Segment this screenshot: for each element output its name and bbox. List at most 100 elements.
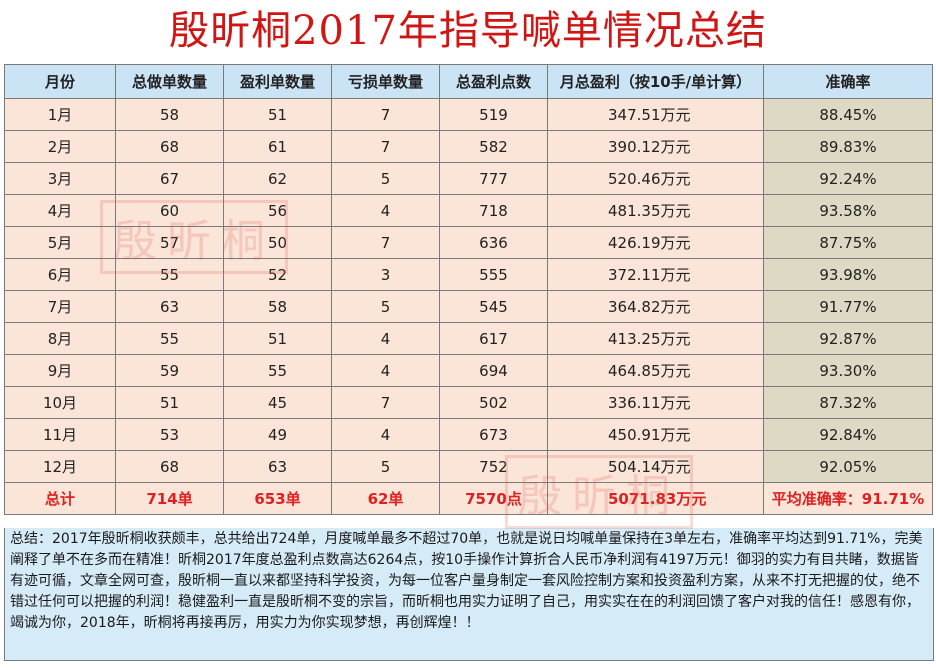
cell-total-points: 617 bbox=[439, 322, 548, 355]
header-profit-orders: 盈利单数量 bbox=[223, 64, 332, 99]
cell-accuracy: 87.32% bbox=[763, 386, 933, 419]
total-profit-orders: 653单 bbox=[223, 482, 332, 515]
cell-month: 12月 bbox=[4, 450, 116, 483]
table-row: 2月 68 61 7 582 390.12万元 89.83% bbox=[4, 130, 933, 163]
cell-monthly-profit: 364.82万元 bbox=[547, 290, 764, 323]
table-row: 3月 67 62 5 777 520.46万元 92.24% bbox=[4, 162, 933, 195]
cell-total-points: 582 bbox=[439, 130, 548, 163]
cell-monthly-profit: 450.91万元 bbox=[547, 418, 764, 451]
table-header-row: 月份 总做单数量 盈利单数量 亏损单数量 总盈利点数 月总盈利（按10手/单计算… bbox=[4, 64, 933, 99]
cell-monthly-profit: 504.14万元 bbox=[547, 450, 764, 483]
cell-loss-orders: 4 bbox=[331, 322, 440, 355]
cell-total-points: 673 bbox=[439, 418, 548, 451]
cell-total-points: 636 bbox=[439, 226, 548, 259]
cell-profit-orders: 63 bbox=[223, 450, 332, 483]
summary-text: 总结：2017年殷昕桐收获颇丰，总共给出724单，月度喊单最多不超过70单，也就… bbox=[4, 528, 934, 661]
cell-monthly-profit: 336.11万元 bbox=[547, 386, 764, 419]
cell-total-points: 777 bbox=[439, 162, 548, 195]
cell-month: 7月 bbox=[4, 290, 116, 323]
table-row: 8月 55 51 4 617 413.25万元 92.87% bbox=[4, 322, 933, 355]
cell-monthly-profit: 426.19万元 bbox=[547, 226, 764, 259]
cell-month: 3月 bbox=[4, 162, 116, 195]
cell-profit-orders: 55 bbox=[223, 354, 332, 387]
table-row: 10月 51 45 7 502 336.11万元 87.32% bbox=[4, 386, 933, 419]
cell-total-points: 555 bbox=[439, 258, 548, 291]
cell-loss-orders: 5 bbox=[331, 450, 440, 483]
cell-month: 10月 bbox=[4, 386, 116, 419]
cell-accuracy: 92.87% bbox=[763, 322, 933, 355]
summary-table: 月份 总做单数量 盈利单数量 亏损单数量 总盈利点数 月总盈利（按10手/单计算… bbox=[4, 64, 933, 515]
cell-loss-orders: 5 bbox=[331, 162, 440, 195]
cell-total-orders: 51 bbox=[115, 386, 224, 419]
cell-profit-orders: 56 bbox=[223, 194, 332, 227]
cell-monthly-profit: 413.25万元 bbox=[547, 322, 764, 355]
total-monthly-profit: 5071.83万元 bbox=[547, 482, 764, 515]
table-row: 1月 58 51 7 519 347.51万元 88.45% bbox=[4, 98, 933, 131]
total-label: 总计 bbox=[4, 482, 116, 515]
cell-loss-orders: 5 bbox=[331, 290, 440, 323]
cell-total-points: 502 bbox=[439, 386, 548, 419]
total-loss-orders: 62单 bbox=[331, 482, 440, 515]
table-row: 4月 60 56 4 718 481.35万元 93.58% bbox=[4, 194, 933, 227]
cell-accuracy: 87.75% bbox=[763, 226, 933, 259]
cell-profit-orders: 58 bbox=[223, 290, 332, 323]
cell-month: 8月 bbox=[4, 322, 116, 355]
cell-accuracy: 91.77% bbox=[763, 290, 933, 323]
header-total-orders: 总做单数量 bbox=[115, 64, 224, 99]
cell-month: 9月 bbox=[4, 354, 116, 387]
cell-monthly-profit: 372.11万元 bbox=[547, 258, 764, 291]
cell-month: 1月 bbox=[4, 98, 116, 131]
total-points: 7570点 bbox=[439, 482, 548, 515]
cell-loss-orders: 4 bbox=[331, 418, 440, 451]
header-loss-orders: 亏损单数量 bbox=[331, 64, 440, 99]
table-row: 7月 63 58 5 545 364.82万元 91.77% bbox=[4, 290, 933, 323]
cell-monthly-profit: 390.12万元 bbox=[547, 130, 764, 163]
cell-month: 11月 bbox=[4, 418, 116, 451]
cell-total-points: 519 bbox=[439, 98, 548, 131]
cell-accuracy: 93.98% bbox=[763, 258, 933, 291]
cell-total-points: 752 bbox=[439, 450, 548, 483]
table-row: 9月 59 55 4 694 464.85万元 93.30% bbox=[4, 354, 933, 387]
table-row: 11月 53 49 4 673 450.91万元 92.84% bbox=[4, 418, 933, 451]
cell-profit-orders: 51 bbox=[223, 322, 332, 355]
cell-profit-orders: 51 bbox=[223, 98, 332, 131]
cell-loss-orders: 7 bbox=[331, 130, 440, 163]
cell-total-orders: 57 bbox=[115, 226, 224, 259]
cell-total-orders: 53 bbox=[115, 418, 224, 451]
cell-total-points: 718 bbox=[439, 194, 548, 227]
cell-loss-orders: 4 bbox=[331, 354, 440, 387]
cell-profit-orders: 49 bbox=[223, 418, 332, 451]
cell-month: 6月 bbox=[4, 258, 116, 291]
total-row: 总计 714单 653单 62单 7570点 5071.83万元 平均准确率：9… bbox=[4, 482, 933, 515]
cell-total-orders: 55 bbox=[115, 258, 224, 291]
cell-accuracy: 93.58% bbox=[763, 194, 933, 227]
cell-monthly-profit: 347.51万元 bbox=[547, 98, 764, 131]
page-title: 殷昕桐2017年指导喊单情况总结 bbox=[169, 8, 767, 54]
cell-total-orders: 68 bbox=[115, 450, 224, 483]
cell-accuracy: 92.05% bbox=[763, 450, 933, 483]
cell-accuracy: 92.24% bbox=[763, 162, 933, 195]
cell-month: 2月 bbox=[4, 130, 116, 163]
cell-total-orders: 58 bbox=[115, 98, 224, 131]
total-orders: 714单 bbox=[115, 482, 224, 515]
cell-total-orders: 63 bbox=[115, 290, 224, 323]
cell-total-orders: 60 bbox=[115, 194, 224, 227]
cell-month: 4月 bbox=[4, 194, 116, 227]
table-row: 12月 68 63 5 752 504.14万元 92.05% bbox=[4, 450, 933, 483]
header-accuracy: 准确率 bbox=[763, 64, 933, 99]
header-total-points: 总盈利点数 bbox=[439, 64, 548, 99]
cell-total-points: 545 bbox=[439, 290, 548, 323]
cell-total-orders: 55 bbox=[115, 322, 224, 355]
cell-monthly-profit: 464.85万元 bbox=[547, 354, 764, 387]
cell-profit-orders: 61 bbox=[223, 130, 332, 163]
cell-accuracy: 93.30% bbox=[763, 354, 933, 387]
cell-profit-orders: 50 bbox=[223, 226, 332, 259]
cell-month: 5月 bbox=[4, 226, 116, 259]
cell-profit-orders: 62 bbox=[223, 162, 332, 195]
cell-loss-orders: 7 bbox=[331, 98, 440, 131]
cell-accuracy: 89.83% bbox=[763, 130, 933, 163]
cell-monthly-profit: 520.46万元 bbox=[547, 162, 764, 195]
cell-loss-orders: 7 bbox=[331, 226, 440, 259]
table-row: 5月 57 50 7 636 426.19万元 87.75% bbox=[4, 226, 933, 259]
average-accuracy: 平均准确率：91.71% bbox=[763, 482, 933, 515]
